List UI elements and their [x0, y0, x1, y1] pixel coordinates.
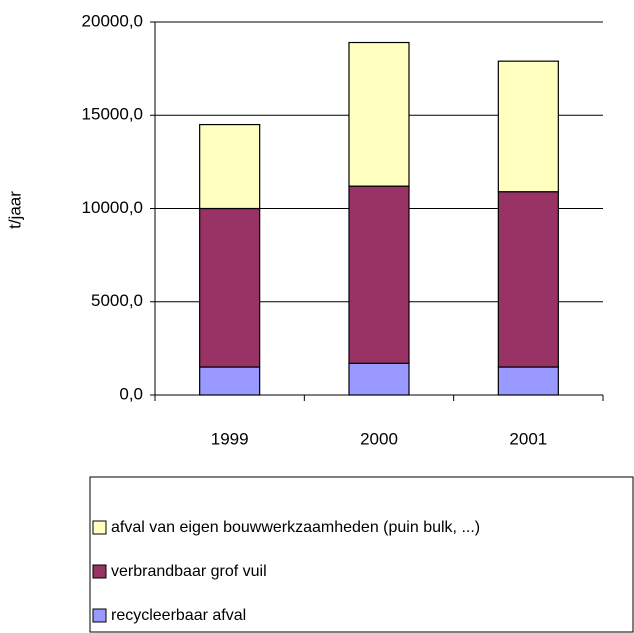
bar-segment — [348, 185, 410, 364]
legend-label: recycleerbaar afval — [111, 607, 246, 624]
x-tick-label: 1999 — [211, 429, 249, 448]
legend-swatch — [92, 608, 107, 623]
legend-label: verbrandbaar grof vuil — [111, 563, 267, 580]
legend-box — [89, 476, 634, 633]
legend-swatch — [92, 520, 107, 535]
legend-swatch — [92, 564, 107, 579]
bar-segment — [497, 60, 559, 193]
bar-segment — [348, 362, 410, 396]
y-tick-label: 15000,0 — [82, 105, 143, 124]
y-tick-label: 5000,0 — [91, 291, 143, 310]
x-tick-label: 2000 — [360, 429, 398, 448]
bar-segment — [199, 123, 261, 210]
bar-segment — [497, 366, 559, 396]
bar-segment — [199, 207, 261, 368]
bar-segment — [497, 191, 559, 368]
y-tick-label: 0,0 — [119, 384, 143, 403]
y-axis-label: t/jaar — [5, 191, 24, 229]
y-tick-label: 10000,0 — [82, 198, 143, 217]
y-tick-label: 20000,0 — [82, 11, 143, 30]
legend-label: afval van eigen bouwwerkzaamheden (puin … — [111, 519, 480, 536]
bar-segment — [199, 366, 261, 396]
x-tick-label: 2001 — [509, 429, 547, 448]
bar-segment — [348, 41, 410, 187]
